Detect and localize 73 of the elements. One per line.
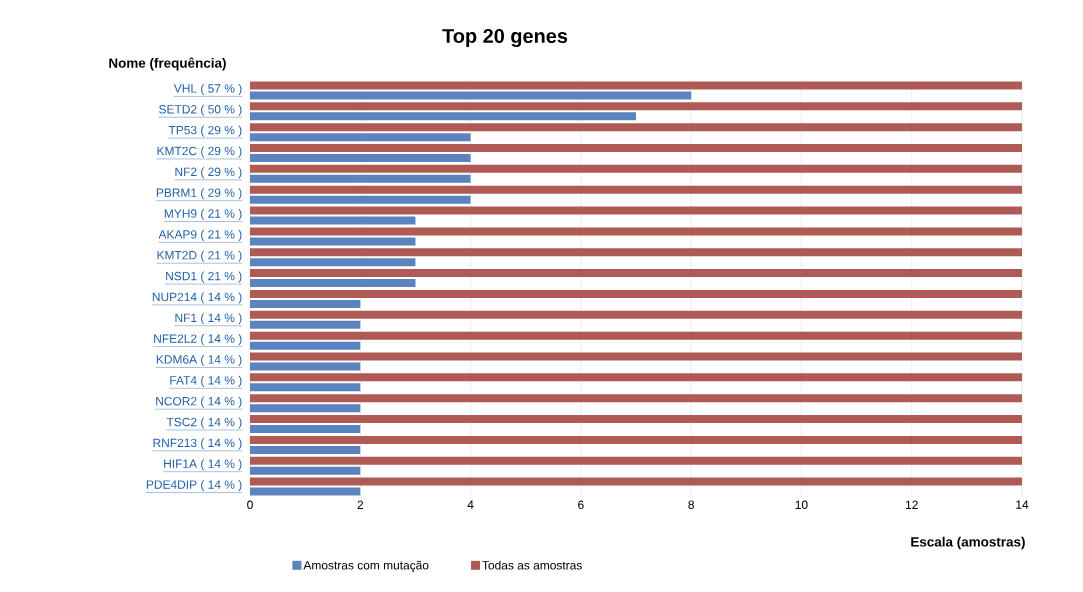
bar (250, 216, 416, 225)
bar (250, 164, 1023, 173)
y-tick-label: NF2 ( 29 % ) (175, 167, 242, 179)
bar (250, 320, 361, 329)
bar (250, 102, 1023, 111)
y-tick-label: TP53 ( 29 % ) (168, 125, 242, 137)
x-tick-label: 12 (905, 500, 918, 509)
bar (250, 133, 471, 142)
chart-title: Top 20 genes (442, 28, 568, 48)
bar (250, 310, 1023, 319)
y-tick-label: VHL ( 57 % ) (173, 83, 242, 95)
y-tick-label: PDE4DIP ( 14 % ) (146, 480, 242, 492)
x-tick-label: 6 (578, 500, 584, 509)
bar (250, 227, 1023, 236)
y-tick-label: HIF1A ( 14 % ) (164, 459, 242, 471)
x-tick-label: 10 (795, 500, 808, 509)
y-tick-label: NFE2L2 ( 14 % ) (154, 334, 242, 346)
x-tick-label: 0 (247, 500, 253, 509)
bar (250, 404, 361, 413)
bar (250, 299, 361, 308)
y-tick-label: NCOR2 ( 14 % ) (156, 396, 242, 408)
x-tick-label: 14 (1016, 500, 1029, 509)
bar (250, 195, 471, 204)
y-tick-label: TSC2 ( 14 % ) (166, 417, 242, 429)
bar (250, 185, 1023, 194)
bar (250, 143, 1023, 152)
bar (250, 174, 471, 183)
bar (250, 153, 471, 162)
bar (250, 394, 1023, 403)
bar (250, 248, 1023, 257)
legend-label: Todas as amostras (482, 560, 582, 570)
bar (250, 91, 692, 100)
y-tick-label: PBRM1 ( 29 % ) (156, 188, 242, 200)
bar (250, 206, 1023, 215)
bar (250, 425, 361, 434)
bar (250, 435, 1023, 444)
y-tick-label: NUP214 ( 14 % ) (152, 292, 242, 304)
bar (250, 456, 1023, 465)
x-axis-title: Escala (amostras) (911, 536, 1025, 550)
y-tick-label: KMT2C ( 29 % ) (157, 146, 242, 158)
x-tick-label: 2 (357, 500, 364, 509)
bar (250, 81, 1023, 90)
y-tick-label: FAT4 ( 14 % ) (170, 375, 242, 387)
y-tick-label: NF1 ( 14 % ) (175, 313, 242, 325)
bar (250, 445, 361, 454)
y-tick-label: MYH9 ( 21 % ) (164, 208, 242, 221)
bar (250, 279, 416, 288)
y-tick-label: NSD1 ( 21 % ) (166, 271, 242, 283)
x-tick-label: 4 (467, 500, 474, 509)
y-tick-label: SETD2 ( 50 % ) (159, 104, 242, 116)
bar (250, 477, 1023, 486)
y-tick-label: RNF213 ( 14 % ) (153, 438, 242, 450)
bar (250, 373, 1023, 382)
bar (250, 331, 1023, 340)
bar (250, 466, 361, 475)
bar (250, 123, 1023, 132)
bar (250, 258, 416, 267)
bar (250, 383, 361, 392)
x-tick-label: 8 (688, 500, 694, 509)
bar (250, 289, 1023, 298)
bar (250, 352, 1023, 361)
bar (250, 269, 1023, 278)
y-tick-label: KMT2D ( 21 % ) (157, 250, 242, 262)
legend-label: Amostras com mutação (303, 560, 429, 572)
bar (250, 112, 637, 121)
bar (250, 362, 361, 371)
bar (250, 415, 1023, 424)
y-tick-label: KDM6A ( 14 % ) (156, 354, 242, 367)
y-axis-title: Nome (frequência) (109, 57, 226, 71)
bar (250, 341, 361, 350)
y-tick-label: AKAP9 ( 21 % ) (158, 229, 242, 241)
bar (250, 237, 416, 246)
bar (250, 487, 361, 496)
